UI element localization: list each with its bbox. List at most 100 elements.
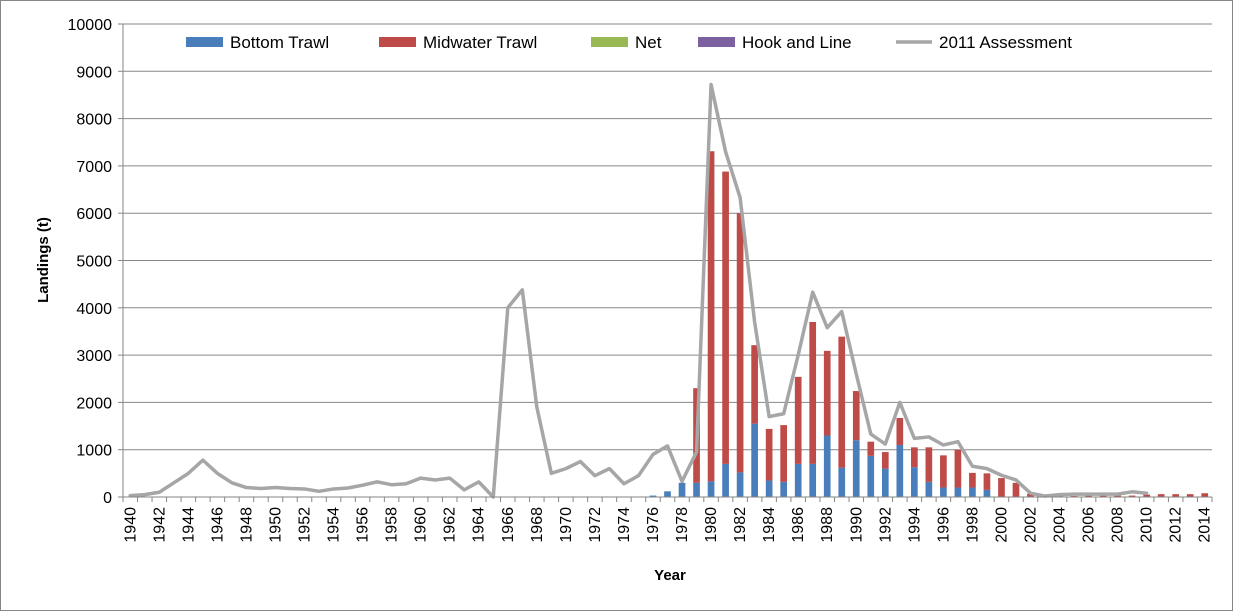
bar-midwater-trawl: [1085, 495, 1092, 497]
bar-midwater-trawl: [765, 428, 773, 481]
bar-midwater-trawl: [1099, 495, 1107, 497]
y-tick-label: 2000: [76, 395, 112, 412]
x-tick-labels: 1940 1942 1944 1946 1948 1950 1952 1954 1956 1958…: [122, 507, 1213, 543]
legend-swatch-net: [591, 37, 628, 47]
y-tick-label: 10000: [68, 17, 113, 34]
bar-bottom-trawl: [911, 467, 918, 497]
legend-swatch-midwater-trawl: [379, 37, 416, 47]
legend-swatch-bottom-trawl: [186, 37, 223, 47]
y-tick-label: 7000: [76, 159, 112, 176]
y-tick-label: 3000: [76, 348, 112, 365]
bar-midwater-trawl: [1027, 493, 1034, 497]
bar-midwater-trawl: [1012, 482, 1020, 497]
bar-bottom-trawl: [896, 444, 904, 497]
bar-bottom-trawl: [852, 440, 860, 497]
bar-bottom-trawl: [707, 481, 715, 497]
bar-midwater-trawl: [983, 473, 991, 490]
bar-bottom-trawl: [940, 487, 947, 497]
bar-midwater-trawl: [852, 391, 860, 441]
x-axis-title: Year: [654, 567, 686, 584]
x-tick-label: 2004: [1052, 507, 1069, 543]
x-tick-label: 2010: [1139, 507, 1156, 543]
x-tick-label: 1988: [819, 507, 836, 543]
bar-midwater-trawl: [794, 376, 802, 464]
x-tick-label: 1974: [616, 507, 633, 543]
x-tick-label: 1958: [384, 507, 401, 543]
bar-midwater-trawl: [838, 336, 846, 468]
x-tick-label: 1942: [151, 507, 168, 543]
x-tick-label: 1966: [500, 507, 517, 543]
x-tick-label: 1944: [180, 507, 197, 543]
axes: [118, 23, 1213, 502]
assessment-line-group: [128, 82, 1149, 499]
bar-bottom-trawl: [969, 487, 976, 497]
bar-bottom-trawl: [736, 472, 744, 497]
bar-bottom-trawl: [867, 455, 875, 497]
bar-bottom-trawl: [881, 468, 889, 497]
legend-label-midwater-trawl: Midwater Trawl: [423, 33, 537, 52]
bar-bottom-trawl: [838, 467, 846, 497]
x-tick-label: 1980: [703, 507, 720, 543]
x-tick-label: 1994: [906, 507, 923, 543]
y-tick-label: 4000: [76, 301, 112, 318]
bar-bottom-trawl: [649, 495, 657, 497]
bar-midwater-trawl: [881, 452, 889, 469]
bar-midwater-trawl: [736, 213, 744, 473]
bar-bottom-trawl: [751, 423, 758, 497]
x-tick-label: 1970: [558, 507, 575, 543]
bar-midwater-trawl: [940, 455, 947, 488]
x-tick-label: 2000: [993, 507, 1010, 543]
bar-bottom-trawl: [809, 463, 817, 497]
x-tick-label: 1952: [297, 507, 314, 543]
bar-midwater-trawl: [809, 321, 817, 464]
bar-midwater-trawl: [954, 449, 962, 488]
x-tick-label: 1962: [442, 507, 459, 543]
bar-bottom-trawl: [722, 463, 729, 497]
bar-midwater-trawl: [1143, 494, 1150, 497]
bar-midwater-trawl: [998, 478, 1005, 497]
x-tick-label: 1956: [355, 507, 372, 543]
x-tick-label: 1978: [674, 507, 691, 543]
y-tick-label: 9000: [76, 64, 112, 81]
x-tick-label: 1960: [413, 507, 430, 543]
x-tick-label: 2014: [1197, 507, 1214, 543]
bar-midwater-trawl: [722, 171, 729, 464]
x-tick-label: 1996: [935, 507, 952, 543]
bar-midwater-trawl: [896, 418, 904, 445]
bar-midwater-trawl: [823, 350, 831, 436]
x-tick-label: 1948: [238, 507, 255, 543]
bar-midwater-trawl: [707, 151, 715, 482]
x-tick-label: 1992: [877, 507, 894, 543]
x-tick-label: 1972: [587, 507, 604, 543]
x-tick-label: 1950: [267, 507, 284, 543]
bar-bottom-trawl: [794, 463, 802, 497]
legend-label-hook-and-line: Hook and Line: [742, 33, 852, 52]
bar-midwater-trawl: [1114, 495, 1121, 497]
bar-bottom-trawl: [664, 491, 671, 497]
y-tick-labels: 0 1000 2000 3000 4000 5000 6000 7000 8000 9000 100…: [68, 17, 113, 507]
bar-midwater-trawl: [925, 447, 933, 482]
bar-bottom-trawl: [823, 435, 831, 497]
x-tick-label: 2008: [1110, 507, 1127, 543]
bar-midwater-trawl: [1172, 494, 1180, 497]
x-tick-label: 1976: [645, 507, 662, 543]
y-tick-label: 1000: [76, 443, 112, 460]
x-tick-label: 1968: [529, 507, 546, 543]
x-tick-label: 2006: [1081, 507, 1098, 543]
bar-bottom-trawl: [765, 480, 773, 497]
bar-midwater-trawl: [911, 447, 918, 468]
bar-midwater-trawl: [1201, 493, 1209, 497]
y-tick-label: 0: [103, 490, 112, 507]
x-tick-label: 1946: [209, 507, 226, 543]
x-tick-label: 1986: [790, 507, 807, 543]
bar-bottom-trawl: [925, 481, 933, 497]
bar-midwater-trawl: [969, 472, 976, 488]
legend: Bottom Trawl Midwater Trawl Net Hook and Li…: [186, 33, 1072, 52]
x-tick-label: 1964: [471, 507, 488, 543]
x-tick-label: 1984: [761, 507, 778, 543]
x-tick-label: 1998: [964, 507, 981, 543]
x-tick-label: 2012: [1168, 507, 1185, 543]
bar-bottom-trawl: [954, 487, 962, 497]
